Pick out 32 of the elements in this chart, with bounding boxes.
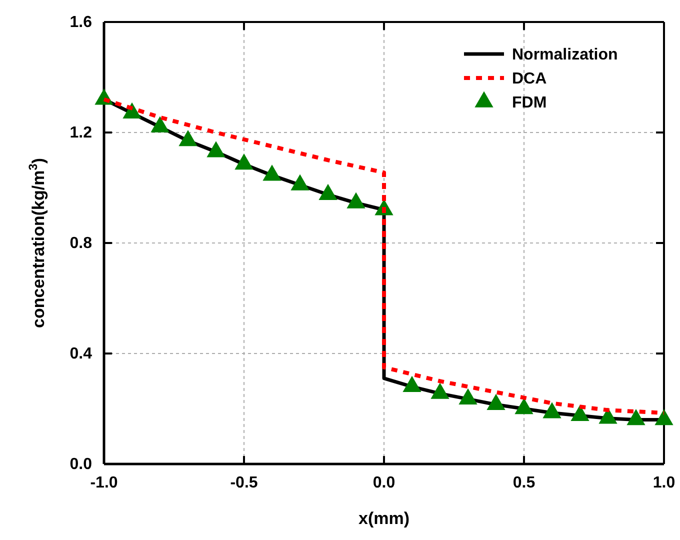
y-tick-label: 0.8	[70, 235, 92, 252]
point	[206, 141, 226, 158]
legend-label: DCA	[512, 70, 548, 88]
y-tick-label: 0.4	[70, 346, 92, 363]
point	[234, 154, 254, 170]
point	[262, 164, 282, 181]
x-tick-label: 0.0	[372, 474, 396, 492]
legend-label: Normalization	[512, 46, 618, 64]
point	[570, 404, 590, 422]
point	[402, 376, 422, 392]
point	[654, 409, 674, 426]
point	[514, 398, 534, 414]
point	[542, 402, 562, 418]
x-tick-label: 1.0	[652, 474, 676, 492]
point	[290, 174, 310, 190]
y-tick-label: 1.2	[70, 124, 92, 142]
point	[458, 388, 478, 404]
y-tick-label: 1.6	[70, 14, 92, 32]
x-tick-label: -0.5	[230, 474, 258, 492]
point	[318, 184, 338, 200]
point	[430, 382, 450, 399]
point	[486, 394, 506, 410]
x-tick-label: -1.0	[90, 474, 118, 492]
point	[178, 130, 198, 146]
legend-label: FDM	[512, 94, 547, 112]
y-tick-label: 0.0	[70, 456, 92, 474]
x-tick-label: 0.5	[512, 474, 536, 492]
point	[598, 408, 618, 424]
x-axis-title: x(mm)	[358, 509, 410, 528]
point	[626, 409, 646, 426]
point	[150, 116, 170, 132]
point	[346, 192, 366, 208]
